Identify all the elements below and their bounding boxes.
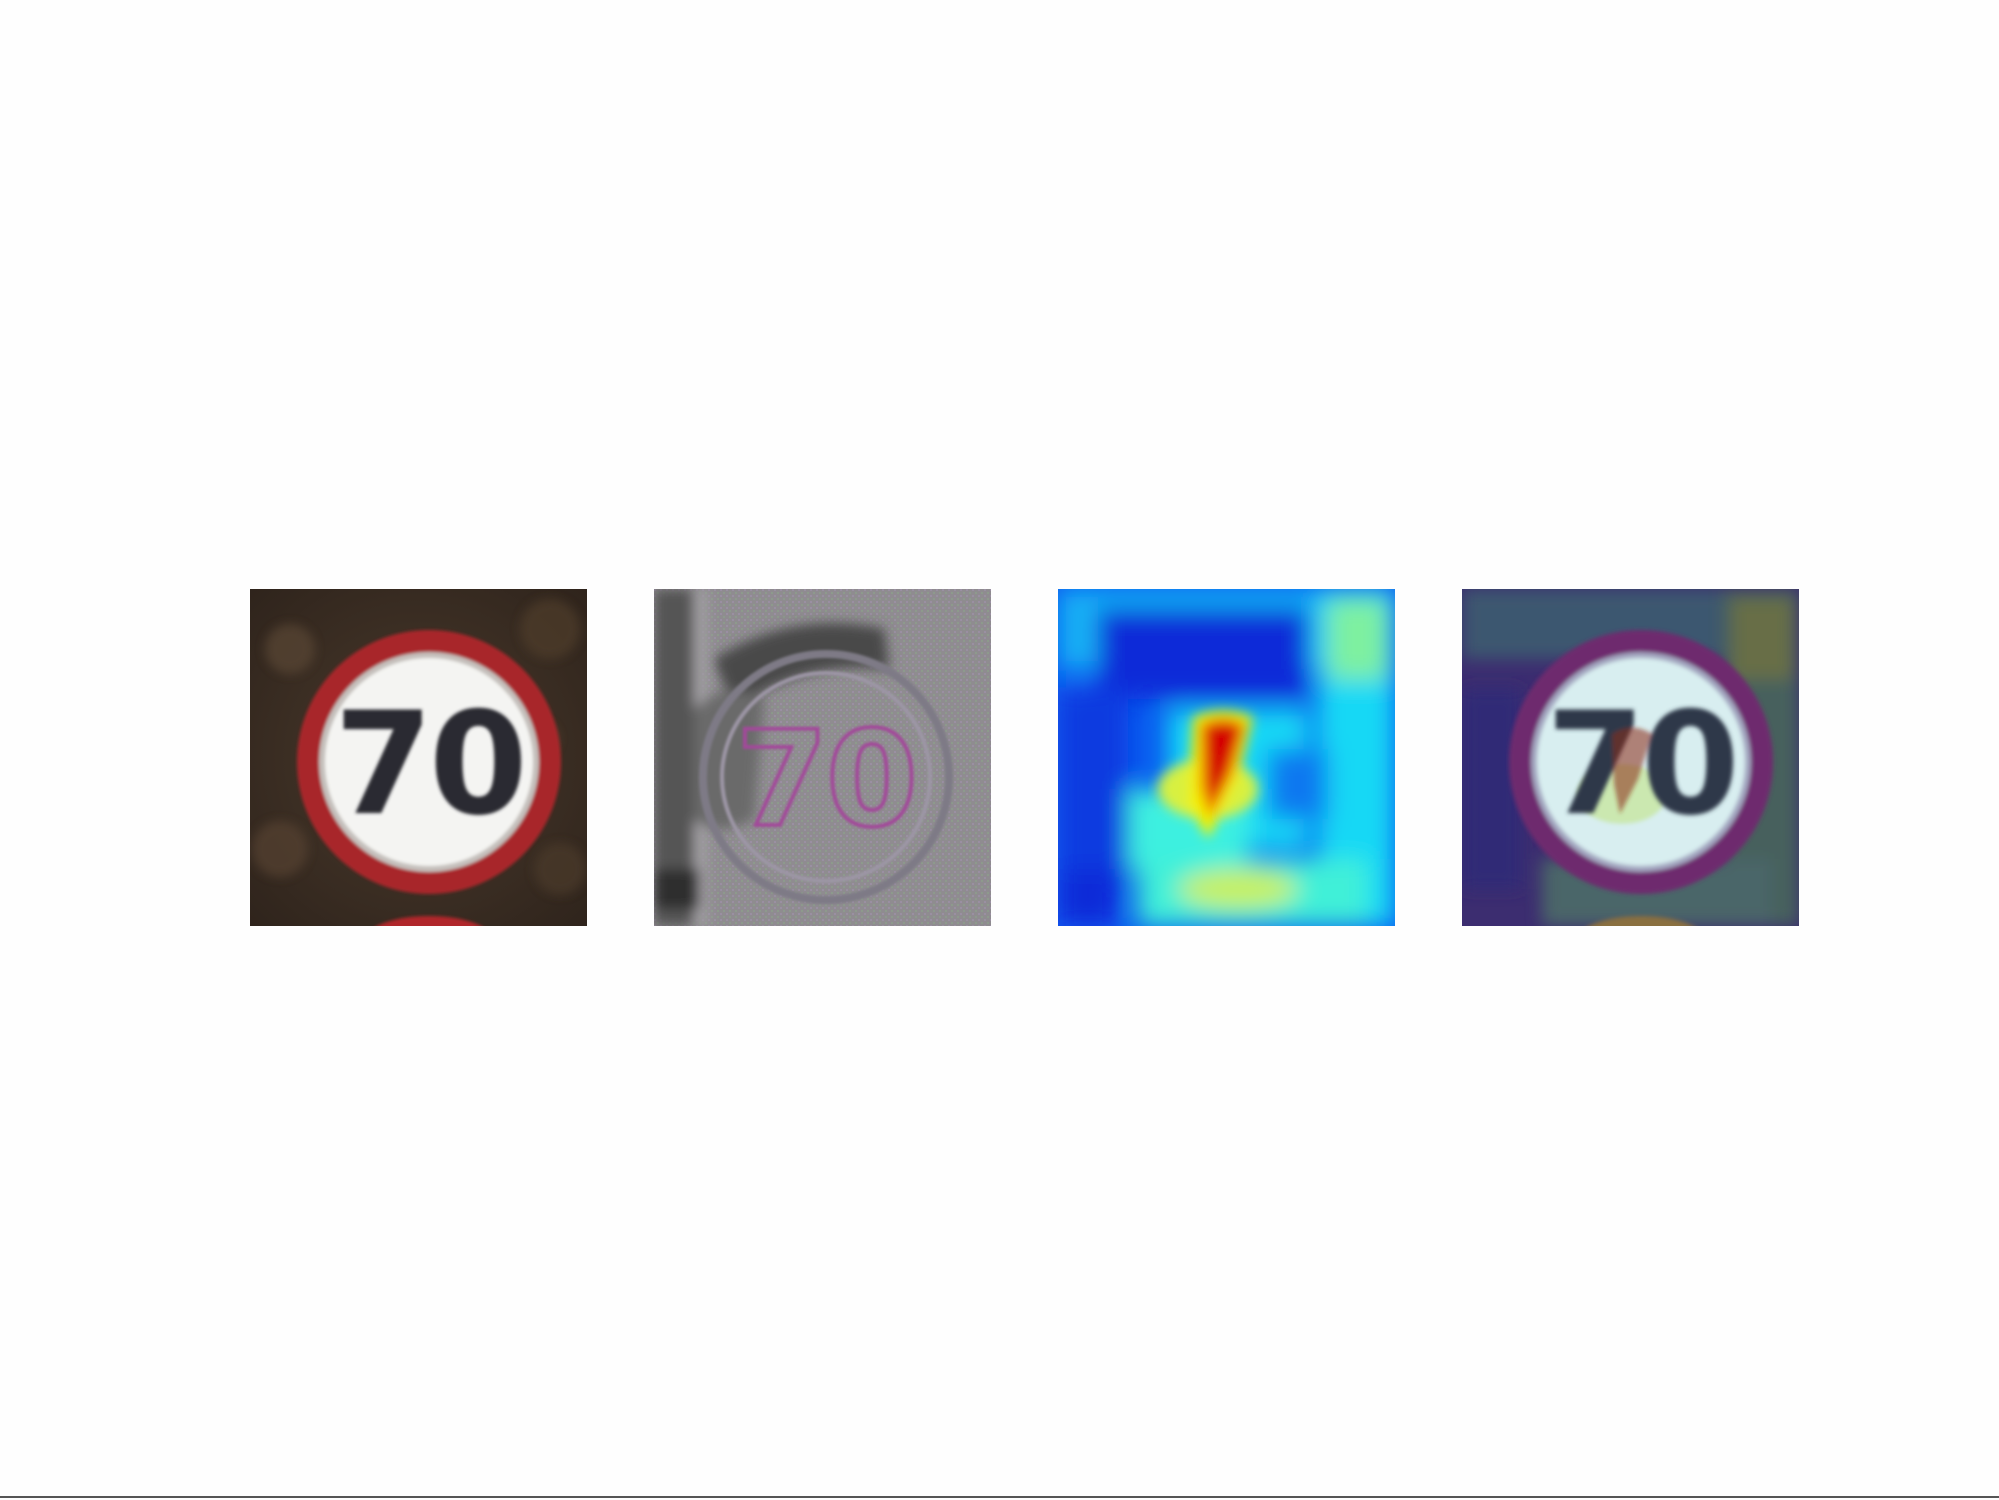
- bottom-divider: [0, 1496, 1999, 1498]
- heatmap-panel: [1058, 589, 1395, 926]
- heatmap-overlay-image: 70: [1462, 589, 1799, 926]
- saliency-heatmap: [1058, 589, 1395, 926]
- overlay-panel: 70: [1462, 589, 1799, 926]
- guided-backprop-panel: 70: [654, 589, 991, 926]
- original-image-panel: 70: [250, 589, 587, 926]
- original-sign-image: 70: [250, 589, 587, 926]
- overlay-sign-digits: 70: [1546, 682, 1736, 847]
- sign-digits: 70: [334, 682, 524, 847]
- guided-backprop-image: 70: [654, 589, 991, 926]
- guided-sign-digits: 70: [736, 703, 916, 857]
